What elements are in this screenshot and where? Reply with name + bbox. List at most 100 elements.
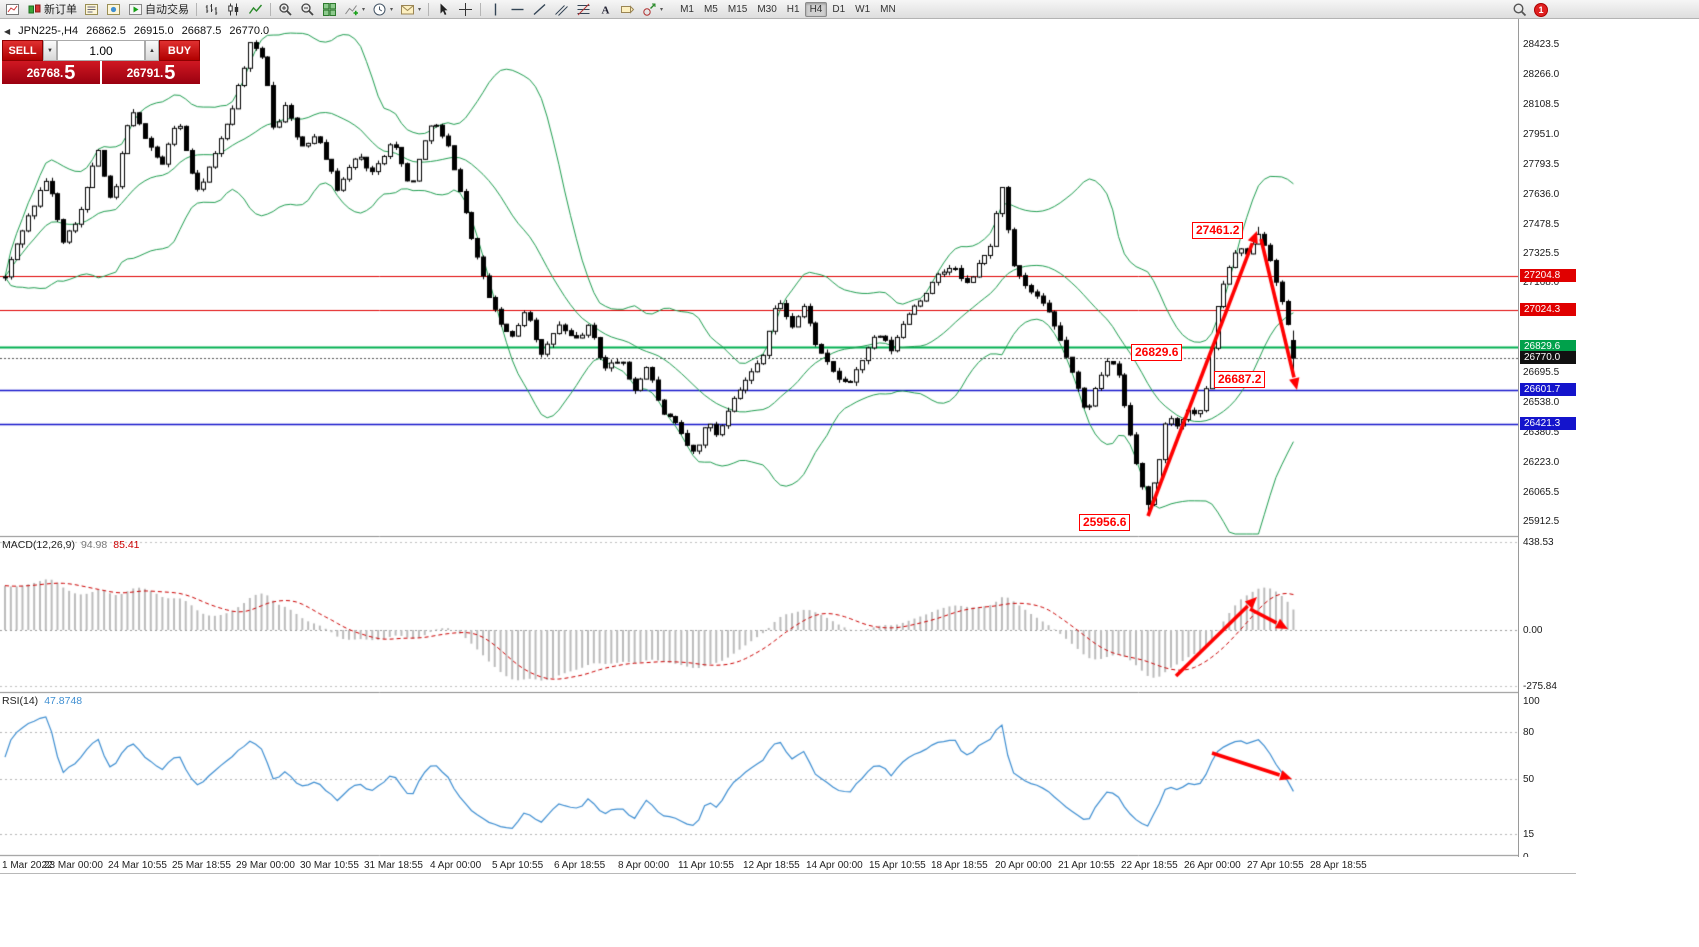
timeframe-group: M1 M5 M15 M30 H1 H4 D1 W1 MN — [675, 1, 901, 17]
horizontal-line-button[interactable] — [507, 1, 528, 18]
candlestick-chart-button[interactable] — [223, 1, 244, 18]
price-axis-label: 27951.0 — [1523, 128, 1560, 140]
periods-button[interactable]: ▾ — [369, 1, 396, 18]
price-axis-label: 28266.0 — [1523, 68, 1560, 80]
buy-button[interactable]: BUY — [159, 40, 200, 61]
chart-header: ◀ JPN225-,H4 26862.5 26915.0 26687.5 267… — [4, 25, 269, 37]
bar-chart-button[interactable] — [201, 1, 222, 18]
auto-trading-icon — [128, 2, 143, 17]
shapes-icon — [642, 2, 657, 17]
annotation-price-label: 26829.6 — [1131, 344, 1183, 361]
text-button[interactable]: A — [595, 1, 616, 18]
dropdown-caret-icon: ▾ — [390, 6, 394, 13]
chart-window-icon — [5, 2, 20, 17]
time-axis-label: 29 Mar 00:00 — [236, 860, 295, 871]
market-watch-button[interactable] — [81, 1, 102, 18]
equidistant-channel-button[interactable] — [551, 1, 572, 18]
rsi-label: RSI(14) 47.8748 — [2, 695, 82, 707]
dropdown-caret-icon: ▾ — [418, 6, 422, 13]
annotation-price-label: 25956.6 — [1079, 514, 1131, 531]
time-axis-label: 5 Apr 10:55 — [492, 860, 544, 871]
zoom-in-icon — [278, 2, 293, 17]
volume-decrease-button[interactable]: ▼ — [43, 40, 57, 61]
templates-icon — [400, 2, 415, 17]
line-chart-button[interactable] — [245, 1, 266, 18]
cursor-button[interactable] — [433, 1, 454, 18]
volume-input[interactable] — [57, 40, 145, 61]
price-axis-label: 26065.5 — [1523, 486, 1560, 498]
zoom-in-button[interactable] — [275, 1, 296, 18]
timeframe-h1-button[interactable]: H1 — [786, 3, 800, 15]
price-axis-label: 27325.5 — [1523, 247, 1560, 259]
chart-window-button[interactable] — [2, 1, 23, 18]
arrows-shapes-button[interactable]: ▾ — [639, 1, 666, 18]
timeframe-d1-button[interactable]: D1 — [832, 3, 846, 15]
chart-collapse-icon[interactable]: ◀ — [4, 26, 11, 36]
auto-trading-button[interactable]: 自动交易 — [125, 1, 192, 18]
zoom-out-button[interactable] — [297, 1, 318, 18]
toolbar-separator — [428, 2, 430, 16]
rsi-name: RSI(14) — [2, 695, 39, 707]
time-axis-label: 8 Apr 00:00 — [618, 860, 670, 871]
indicators-button[interactable]: ▾ — [341, 1, 368, 18]
notification-badge[interactable]: 1 — [1534, 2, 1548, 17]
time-axis-label: 15 Apr 10:55 — [869, 860, 926, 871]
navigator-icon — [106, 2, 121, 17]
buy-price: 26791. — [126, 66, 164, 80]
price-axis-label: 26223.0 — [1523, 457, 1560, 468]
timeframe-mn-button[interactable]: MN — [880, 3, 896, 15]
price-axis-label: 28423.5 — [1523, 39, 1560, 50]
timeframe-h4-button[interactable]: H4 — [804, 1, 828, 17]
macd-axis-label: -275.84 — [1523, 680, 1557, 692]
dropdown-caret-icon: ▾ — [660, 6, 664, 13]
time-axis-label: 18 Apr 18:55 — [931, 860, 988, 871]
templates-button[interactable]: ▾ — [397, 1, 424, 18]
timeframe-m5-button[interactable]: M5 — [703, 3, 718, 15]
price-axis-label: 26538.0 — [1523, 397, 1560, 409]
svg-text:A: A — [602, 4, 610, 16]
crosshair-button[interactable] — [455, 1, 476, 18]
time-axis-label: 14 Apr 00:00 — [806, 860, 863, 871]
navigator-button[interactable] — [103, 1, 124, 18]
time-axis-label: 22 Apr 18:55 — [1121, 860, 1178, 871]
candlestick-chart-canvas[interactable] — [0, 19, 1518, 864]
sell-price-pips: 5 — [64, 62, 76, 84]
text-label-button[interactable] — [617, 1, 638, 18]
search-icon[interactable] — [1512, 2, 1527, 17]
time-axis-label: 6 Apr 18:55 — [554, 860, 606, 871]
toolbar-right-group: 1 — [1512, 2, 1548, 17]
bar-chart-icon — [204, 2, 219, 17]
text-icon: A — [598, 2, 613, 17]
sell-button[interactable]: SELL — [2, 40, 43, 61]
candle-chart-icon — [226, 2, 241, 17]
time-axis-label: 12 Apr 18:55 — [743, 860, 800, 871]
one-click-trading-panel: SELL ▼ ▲ BUY 26768. 5 26791. 5 — [2, 40, 200, 84]
time-axis-label: 23 Mar 00:00 — [44, 860, 103, 871]
sell-price-display[interactable]: 26768. 5 — [2, 61, 100, 84]
time-axis-label: 4 Apr 00:00 — [430, 860, 482, 871]
rsi-axis-label: 100 — [1523, 696, 1540, 707]
buy-price-display[interactable]: 26791. 5 — [102, 61, 200, 84]
periods-icon — [372, 2, 387, 17]
macd-name: MACD(12,26,9) — [2, 539, 75, 551]
macd-value: 94.98 — [80, 539, 108, 551]
new-order-button[interactable]: 新订单 — [24, 1, 80, 18]
timeframe-w1-button[interactable]: W1 — [855, 3, 871, 15]
toolbar-separator — [480, 2, 482, 16]
timeframe-m1-button[interactable]: M1 — [680, 3, 694, 15]
timeframe-m30-button[interactable]: M30 — [757, 3, 777, 15]
trendline-icon — [532, 2, 547, 17]
dropdown-caret-icon: ▾ — [362, 6, 366, 13]
time-axis-label: 20 Apr 00:00 — [995, 860, 1052, 871]
price-level-tag: 27204.8 — [1520, 268, 1576, 282]
price-axis-label: 27168.0 — [1523, 277, 1560, 289]
timeframe-m15-button[interactable]: M15 — [727, 3, 748, 15]
macd-signal-value: 85.41 — [113, 539, 140, 551]
fibonacci-retracement-button[interactable] — [573, 1, 594, 18]
volume-increase-button[interactable]: ▲ — [145, 40, 159, 61]
vertical-line-button[interactable] — [485, 1, 506, 18]
time-axis-label: 21 Apr 10:55 — [1058, 860, 1115, 871]
price-axis: 28423.5 28266.0 28108.5 27951.0 27793.5 27636… — [1518, 19, 1576, 873]
tile-windows-button[interactable] — [319, 1, 340, 18]
trendline-button[interactable] — [529, 1, 550, 18]
